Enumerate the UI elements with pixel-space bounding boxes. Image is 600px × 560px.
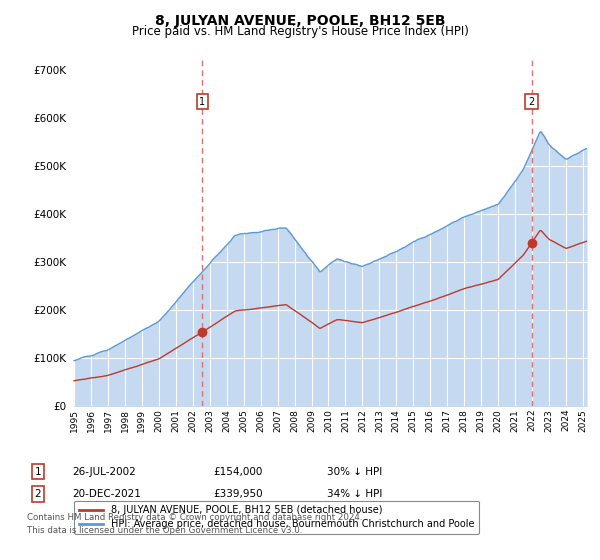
Text: £154,000: £154,000	[213, 466, 262, 477]
Text: 34% ↓ HPI: 34% ↓ HPI	[327, 489, 382, 499]
Text: 1: 1	[34, 466, 41, 477]
Text: Contains HM Land Registry data © Crown copyright and database right 2024.: Contains HM Land Registry data © Crown c…	[27, 513, 362, 522]
Text: 30% ↓ HPI: 30% ↓ HPI	[327, 466, 382, 477]
Text: 20-DEC-2021: 20-DEC-2021	[72, 489, 141, 499]
Text: 1: 1	[199, 96, 206, 106]
Text: 2: 2	[34, 489, 41, 499]
Legend: 8, JULYAN AVENUE, POOLE, BH12 5EB (detached house), HPI: Average price, detached: 8, JULYAN AVENUE, POOLE, BH12 5EB (detac…	[74, 501, 479, 534]
Text: This data is licensed under the Open Government Licence v3.0.: This data is licensed under the Open Gov…	[27, 526, 302, 535]
Text: 2: 2	[529, 96, 535, 106]
Text: £339,950: £339,950	[213, 489, 263, 499]
Text: 8, JULYAN AVENUE, POOLE, BH12 5EB: 8, JULYAN AVENUE, POOLE, BH12 5EB	[155, 14, 445, 28]
Text: 26-JUL-2002: 26-JUL-2002	[72, 466, 136, 477]
Text: Price paid vs. HM Land Registry's House Price Index (HPI): Price paid vs. HM Land Registry's House …	[131, 25, 469, 38]
